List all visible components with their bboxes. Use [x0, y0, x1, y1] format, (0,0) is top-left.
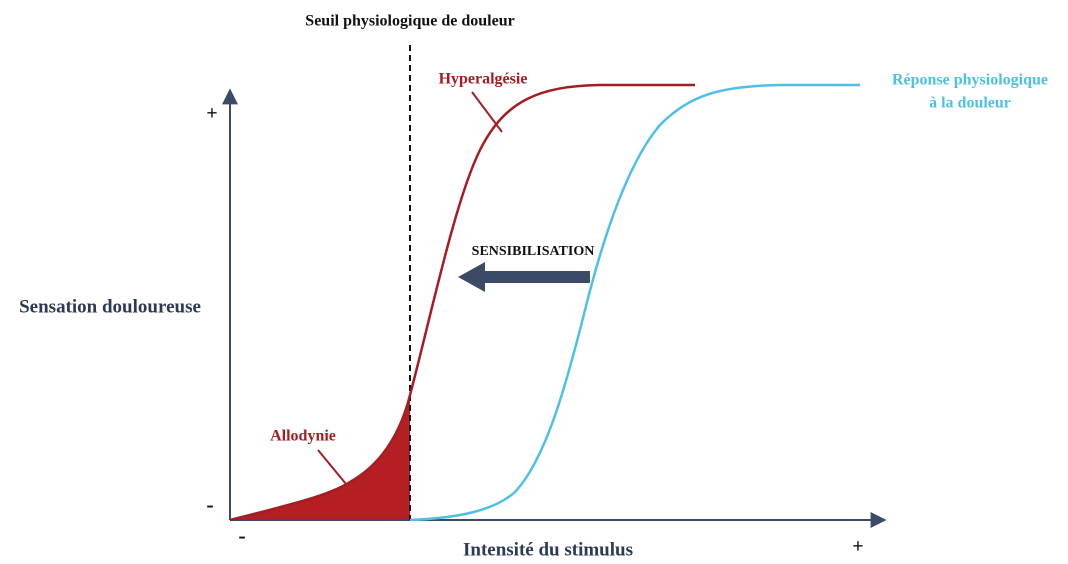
sensitization-label: SENSIBILISATION — [472, 244, 595, 259]
hyperalgesia-leader — [471, 91, 503, 133]
hyperalgesia-curve — [229, 83, 695, 522]
y-axis-top: + — [206, 103, 217, 125]
allodynia-leader — [317, 449, 347, 485]
allodynia-label: Allodynie — [270, 428, 336, 445]
x-axis-label: Intensité du stimulus — [463, 539, 633, 560]
x-axis-right: + — [852, 536, 863, 558]
y-axis-bottom: - — [206, 492, 213, 517]
y-axis-label: Sensation douloureuse — [19, 296, 201, 317]
physiological-curve — [409, 83, 860, 522]
sensitization-arrow — [458, 262, 590, 292]
physiological-label: Réponse physiologique — [892, 72, 1048, 89]
allodynia-area — [230, 395, 410, 520]
title: Seuil physiologique de douleur — [305, 13, 514, 30]
physiological-label: à la douleur — [929, 95, 1011, 112]
hyperalgesia-label: Hyperalgésie — [439, 71, 528, 88]
x-axis-left: - — [238, 523, 245, 548]
